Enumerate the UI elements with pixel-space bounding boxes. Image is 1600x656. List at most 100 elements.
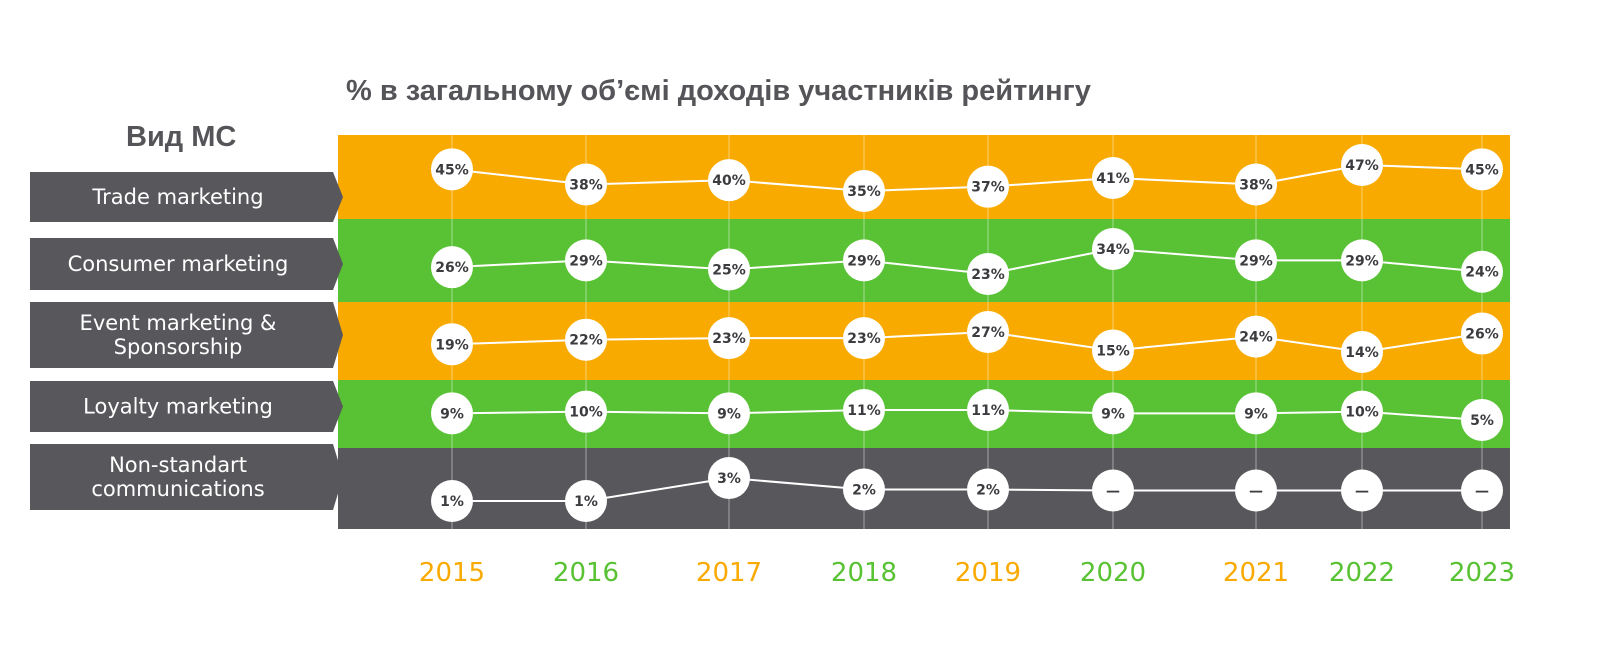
data-label: 23%	[971, 267, 1005, 283]
point-marker	[843, 317, 885, 360]
data-label: 2%	[976, 483, 1000, 499]
point-marker	[431, 392, 473, 435]
data-point: 19%	[431, 323, 473, 366]
data-point: 27%	[967, 311, 1009, 353]
point-marker	[565, 318, 607, 361]
data-label: 26%	[435, 260, 469, 276]
data-point: 24%	[1461, 250, 1503, 293]
data-label: 38%	[569, 178, 603, 194]
point-marker	[565, 239, 607, 282]
category-arrow	[30, 444, 343, 510]
category-text: Non-standart	[109, 453, 247, 477]
point-marker	[1461, 250, 1503, 293]
data-point: 35%	[843, 170, 885, 212]
point-marker	[1092, 469, 1134, 512]
point-marker	[843, 468, 885, 511]
row-header: Вид МС	[126, 121, 236, 153]
data-label: 40%	[712, 173, 746, 189]
category-arrow	[30, 238, 343, 290]
bands-layer	[338, 135, 1510, 529]
data-label: 29%	[847, 253, 881, 269]
data-point: 2%	[843, 468, 885, 511]
point-marker	[1461, 312, 1503, 355]
data-point: 29%	[565, 239, 607, 282]
point-marker	[565, 163, 607, 206]
data-point: 5%	[1461, 399, 1503, 441]
year-label-2015: 2015	[419, 558, 485, 588]
year-label-2020: 2020	[1080, 558, 1146, 588]
year-label-2021: 2021	[1223, 558, 1289, 588]
year-label-2019: 2019	[955, 558, 1021, 588]
point-marker	[843, 170, 885, 212]
point-marker	[1461, 469, 1503, 512]
data-point: 29%	[843, 239, 885, 282]
point-marker	[1092, 329, 1134, 372]
year-label-2022: 2022	[1329, 558, 1395, 588]
data-point: 1%	[431, 480, 473, 522]
data-point: 47%	[1341, 144, 1383, 186]
category-arrow	[30, 172, 343, 222]
point-marker	[1092, 392, 1134, 435]
point-marker	[431, 323, 473, 366]
data-point: 9%	[1092, 392, 1134, 435]
year-label-2017: 2017	[696, 558, 762, 588]
data-point: 9%	[1235, 392, 1277, 435]
point-marker	[708, 392, 750, 435]
data-label: 35%	[847, 184, 881, 200]
data-point: —	[1092, 469, 1134, 512]
data-label: 14%	[1345, 345, 1379, 361]
year-label-2016: 2016	[553, 558, 619, 588]
data-label: 9%	[1244, 406, 1268, 422]
data-label: 25%	[712, 262, 746, 278]
data-label: 15%	[1096, 343, 1130, 359]
data-point: 38%	[565, 163, 607, 206]
point-marker	[708, 159, 750, 202]
data-label: 10%	[1345, 405, 1379, 421]
point-marker	[1235, 315, 1277, 358]
point-marker	[1235, 469, 1277, 512]
category-label: Trade marketing	[30, 172, 343, 222]
data-label: 38%	[1239, 178, 1273, 194]
point-marker	[843, 239, 885, 282]
point-marker	[1461, 399, 1503, 441]
data-label: 9%	[440, 406, 464, 422]
data-label: 27%	[971, 325, 1005, 341]
data-point: 37%	[967, 165, 1009, 208]
data-point: 9%	[708, 392, 750, 435]
year-label-2018: 2018	[831, 558, 897, 588]
data-label: 29%	[569, 253, 603, 269]
point-marker	[565, 390, 607, 433]
category-text: Sponsorship	[114, 335, 243, 359]
category-label: Event marketing &Sponsorship	[30, 302, 343, 368]
point-marker	[1092, 157, 1134, 199]
point-marker	[1461, 148, 1503, 191]
data-label: 23%	[847, 331, 881, 347]
point-marker	[708, 317, 750, 360]
data-label: 3%	[717, 471, 741, 487]
data-label: 37%	[971, 180, 1005, 196]
category-label: Loyalty marketing	[30, 381, 343, 432]
data-label: —	[1106, 484, 1120, 500]
data-point: 29%	[1341, 239, 1383, 282]
data-point: 25%	[708, 248, 750, 291]
band-4	[338, 380, 1510, 448]
point-marker	[1341, 144, 1383, 186]
data-point: 38%	[1235, 163, 1277, 206]
data-point: 1%	[565, 480, 607, 522]
data-point: 11%	[843, 389, 885, 431]
point-marker	[1341, 239, 1383, 282]
data-point: 22%	[565, 318, 607, 361]
data-point: 10%	[1341, 390, 1383, 433]
category-text: Event marketing &	[80, 311, 277, 335]
point-marker	[1341, 331, 1383, 373]
data-point: 23%	[967, 253, 1009, 295]
data-point: 45%	[431, 148, 473, 191]
point-marker	[967, 165, 1009, 208]
data-point: 29%	[1235, 239, 1277, 282]
point-marker	[431, 148, 473, 191]
years-layer: 2015 2016 2017 2018 2019 2020 2021 2022 2023	[419, 558, 1515, 588]
data-point: —	[1235, 469, 1277, 512]
chart-title: % в загальному об’ємі доходів участників…	[346, 75, 1091, 107]
category-text: communications	[91, 477, 264, 501]
